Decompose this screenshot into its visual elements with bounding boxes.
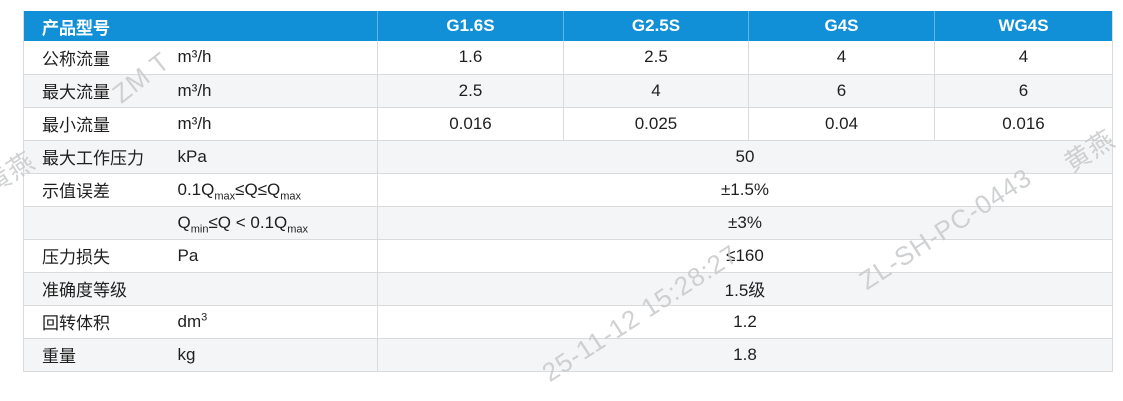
table-row: 最大流量 m³/h 2.5 4 6 6: [23, 74, 1113, 107]
cell-value: 0.04: [748, 107, 935, 140]
table-row: 压力损失 Pa ≤160: [23, 239, 1113, 272]
cell-span-value: 50: [377, 140, 1113, 173]
table-row: 重量 kg 1.8: [23, 338, 1113, 371]
row-label: 回转体积: [42, 314, 110, 333]
spec-table-container: 产品型号 G1.6S G2.5S G4S WG4S 公称流量 m³/h 1.6 2.5 4 4 最…: [23, 11, 1113, 372]
row-unit: Pa: [177, 245, 199, 265]
row-unit: kPa: [177, 146, 207, 166]
header-product-model: 产品型号: [23, 11, 378, 41]
row-unit: Qmin≤Q < 0.1Qmax: [177, 212, 309, 235]
cell-value: 2.5: [563, 41, 749, 74]
cell-value: 6: [748, 74, 935, 107]
row-label: 最大工作压力: [42, 149, 144, 168]
header-model: G1.6S: [377, 11, 564, 41]
row-unit: m³/h: [177, 47, 212, 67]
cell-span-value: ±1.5%: [377, 173, 1113, 206]
header-model: WG4S: [934, 11, 1113, 41]
cell-value: 4: [934, 41, 1113, 74]
row-label: 准确度等级: [42, 281, 127, 300]
cell-value: 0.016: [377, 107, 564, 140]
header-row: 产品型号 G1.6S G2.5S G4S WG4S: [23, 11, 1113, 41]
row-label: 最小流量: [42, 116, 110, 135]
row-label: 重量: [42, 347, 76, 366]
table-row: 回转体积 dm3 1.2: [23, 305, 1113, 338]
row-unit: 0.1Qmax≤Q≤Qmax: [177, 179, 302, 202]
row-unit: [178, 272, 378, 305]
table-row: 最大工作压力 kPa 50: [23, 140, 1113, 173]
cell-value: 2.5: [377, 74, 564, 107]
cell-value: 1.6: [377, 41, 564, 74]
table-row: 公称流量 m³/h 1.6 2.5 4 4: [23, 41, 1113, 74]
row-label: 最大流量: [42, 83, 110, 102]
header-model: G2.5S: [563, 11, 749, 41]
table-row: 最小流量 m³/h 0.016 0.025 0.04 0.016: [23, 107, 1113, 140]
table-row: Qmin≤Q < 0.1Qmax ±3%: [23, 206, 1113, 239]
row-unit: dm3: [177, 310, 208, 331]
table-row: 准确度等级 1.5级: [23, 272, 1113, 305]
cell-span-value: 1.5级: [377, 272, 1113, 305]
row-label: 公称流量: [42, 49, 110, 69]
table-row: 示值误差 0.1Qmax≤Q≤Qmax ±1.5%: [23, 173, 1113, 206]
row-unit: m³/h: [177, 113, 212, 133]
cell-span-value: ±3%: [377, 206, 1113, 239]
cell-value: 4: [563, 74, 749, 107]
cell-value: 0.016: [934, 107, 1113, 140]
cell-span-value: ≤160: [377, 239, 1113, 272]
row-label: [24, 206, 178, 239]
cell-span-value: 1.2: [377, 305, 1113, 338]
header-model: G4S: [748, 11, 935, 41]
cell-value: 4: [748, 41, 935, 74]
spec-table-body: 公称流量 m³/h 1.6 2.5 4 4 最大流量 m³/h 2.5 4 6 6 最小流量 m³/h 0.…: [23, 41, 1113, 371]
row-unit: m³/h: [177, 80, 212, 100]
spec-table-header: 产品型号 G1.6S G2.5S G4S WG4S: [23, 11, 1113, 41]
cell-value: 0.025: [563, 107, 749, 140]
row-unit: kg: [177, 344, 196, 364]
cell-value: 6: [934, 74, 1113, 107]
row-label: 示值误差: [42, 182, 110, 201]
cell-span-value: 1.8: [377, 338, 1113, 371]
row-label: 压力损失: [42, 248, 110, 267]
spec-table: 产品型号 G1.6S G2.5S G4S WG4S 公称流量 m³/h 1.6 2.5 4 4 最…: [23, 11, 1113, 372]
